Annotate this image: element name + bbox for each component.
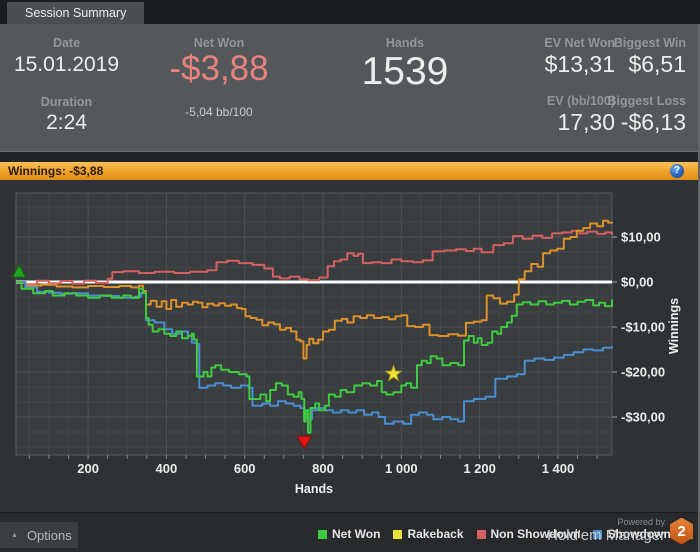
triangle-up-marker xyxy=(11,264,27,278)
date-label: Date xyxy=(52,36,81,50)
legend-swatch xyxy=(476,529,486,539)
biggest-loss-label: Biggest Loss xyxy=(607,94,687,108)
triangle-down-marker xyxy=(296,435,313,450)
net-won-bb100: -5,04 bb/100 xyxy=(185,105,253,119)
collapse-caret-icon: ▲ xyxy=(11,531,18,539)
svg-text:400: 400 xyxy=(156,461,178,476)
legend-swatch xyxy=(593,529,603,539)
svg-text:1 200: 1 200 xyxy=(463,461,496,476)
hands-label: Hands xyxy=(385,36,425,50)
powered-by-text: Powered by xyxy=(617,517,665,527)
tab-bar: Session Summary xyxy=(0,0,700,24)
svg-text:600: 600 xyxy=(234,461,256,476)
svg-text:-$20,00: -$20,00 xyxy=(621,365,665,380)
info-icon[interactable]: ? xyxy=(670,164,684,178)
footer-bar: ▲ Options Net Won Rakeback Non Showdown Sho… xyxy=(0,512,700,552)
duration-value: 2:24 xyxy=(46,111,87,134)
star-marker xyxy=(384,364,403,382)
legend-label: Rakeback xyxy=(407,527,464,541)
net-won-label: Net Won xyxy=(193,36,245,50)
biggest-win-value: $6,51 xyxy=(628,51,686,77)
legend-label: Net Won xyxy=(332,527,381,541)
svg-text:-$10,00: -$10,00 xyxy=(621,320,665,335)
biggest-win-label: Biggest Win xyxy=(613,36,686,50)
net-won-value: -$3,88 xyxy=(169,49,269,88)
winnings-header-bar: Winnings: -$3,88 ? xyxy=(0,162,700,180)
ev-bb100-label: EV (bb/100) xyxy=(546,94,615,108)
legend-swatch xyxy=(318,529,327,539)
net-won-line xyxy=(16,281,613,434)
axis-labels: 200 400 600 800 1 000 1 200 1 400 $10,00 $0,00 -$… xyxy=(77,230,665,477)
brand-name: Hold'em Manager xyxy=(547,527,665,544)
svg-text:$10,00: $10,00 xyxy=(621,230,661,245)
all-in-ev-line xyxy=(16,219,613,360)
ev-net-won-value: $13,31 xyxy=(544,51,615,77)
svg-text:1 400: 1 400 xyxy=(542,461,575,476)
y-axis-title: Winnings xyxy=(667,298,681,354)
legend-item-rakeback: Rakeback xyxy=(393,527,464,541)
legend-swatch xyxy=(393,529,403,539)
svg-text:-$30,00: -$30,00 xyxy=(621,410,665,425)
hands-value: 1539 xyxy=(361,50,449,93)
winnings-chart: 200 400 600 800 1 000 1 200 1 400 $10,00 $0,00 -$… xyxy=(0,180,700,512)
options-label: Options xyxy=(26,527,72,543)
legend-item-non-showdown: Non Showdown xyxy=(476,527,581,541)
ev-bb100-value: 17,30 xyxy=(557,109,615,135)
chart-canvas: 200 400 600 800 1 000 1 200 1 400 $10,00 $0,00 -$… xyxy=(11,192,681,496)
panel-divider xyxy=(0,152,700,162)
legend-item-net-won: Net Won xyxy=(318,527,380,541)
options-button[interactable]: ▲ Options xyxy=(0,522,78,548)
svg-text:200: 200 xyxy=(77,461,99,476)
winnings-header-label: Winnings: -$3,88 xyxy=(8,164,104,178)
date-value: 15.01.2019 xyxy=(13,53,120,76)
svg-text:1 000: 1 000 xyxy=(385,461,418,476)
plot-area xyxy=(15,192,613,456)
stats-panel: Date 15.01.2019 Duration 2:24 Net Won -$… xyxy=(0,24,700,152)
biggest-loss-value: -$6,13 xyxy=(620,109,686,135)
duration-label: Duration xyxy=(40,95,93,109)
ev-net-won-label: EV Net Won xyxy=(544,36,615,50)
showdown-line xyxy=(16,281,613,425)
legend-label: Showdown xyxy=(607,527,671,541)
legend-label: Non Showdown xyxy=(490,527,581,541)
tab-session-summary[interactable]: Session Summary xyxy=(7,2,145,24)
non-showdown-line xyxy=(16,229,613,286)
svg-text:800: 800 xyxy=(312,461,334,476)
svg-text:$0,00: $0,00 xyxy=(621,275,654,290)
hm2-badge-icon: 2 xyxy=(670,517,693,545)
legend-item-showdown: Showdown xyxy=(593,527,671,541)
powered-by: Powered by Hold'em Manager 2 xyxy=(547,517,693,545)
x-axis-title: Hands xyxy=(295,482,333,496)
